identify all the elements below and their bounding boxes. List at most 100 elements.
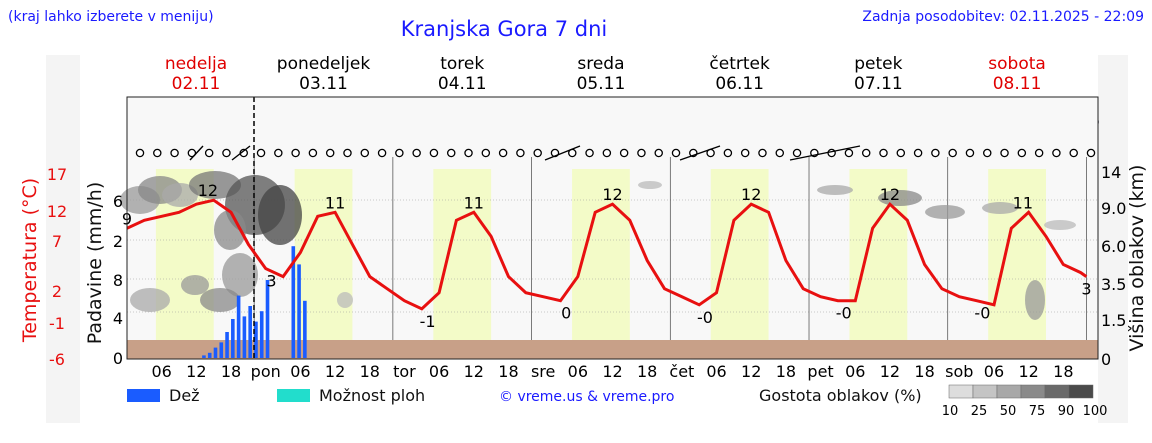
wind-calm-marker [602,148,612,158]
wind-calm-marker [412,148,421,158]
wind-calm-marker [775,148,785,158]
cloud-density-blob [214,210,246,250]
temperature-label: -0 [974,304,990,323]
x-tick: 06 [429,362,449,381]
precip-bar [297,264,301,358]
wind-calm-marker [377,148,387,158]
wind-calm-marker [758,148,767,158]
precip-bar [265,280,270,358]
wind-calm-marker [1017,148,1027,158]
x-tick: 18 [637,362,657,381]
wind-calm-marker [861,148,871,158]
cloud-density-scale: 10 25 50 75 90 100 [942,384,1107,419]
x-tick: 06 [568,362,588,381]
wind-calm-marker [464,148,473,158]
day-name: petek [854,54,902,74]
cloud-density-swatch [948,384,974,399]
day-name: četrtek [709,54,770,74]
chart-title: Kranjska Gora 7 dni [401,17,608,41]
day-name: nedelja [165,54,227,74]
day-date: 03.11 [299,74,348,94]
x-tick: 12 [464,362,484,381]
x-tick: 12 [325,362,345,381]
x-tick: 18 [1053,362,1073,381]
x-tick: pet [807,362,833,381]
precip-bar [202,355,206,358]
cloud-density-swatch [996,384,1022,399]
cloud-density-step: 10 [942,404,959,419]
region-note[interactable]: (kraj lahko izberete v meniju) [8,9,214,25]
cloud-density-step: 50 [1000,404,1017,419]
wind-calm-marker [585,148,594,158]
x-tick: 06 [845,362,865,381]
temperature-label: -0 [836,304,852,323]
cloud-density-blob [1044,220,1076,230]
temperature-label: 3 [266,272,276,291]
cloud-density-blob [337,292,353,308]
wind-calm-marker [135,148,145,158]
cloud-density-step: 25 [971,404,988,419]
day-date: 05.11 [577,74,626,94]
x-tick: pon [251,362,281,381]
x-tick: 12 [880,362,900,381]
x-tick: tor [393,362,416,381]
precipitation-bars [202,246,307,358]
wind-calm-marker [1069,148,1078,158]
wind-barb [679,145,721,161]
cloud-density-blob [258,185,302,245]
legend: Dež Možnost ploh © vreme.us & vreme.pro … [127,384,1107,419]
cloud-density-swatch [1020,384,1046,399]
precip-bar [303,300,307,358]
wind-calm-marker [619,148,629,158]
cloud-height-tick: 14 [1101,163,1121,182]
showers-swatch [277,389,310,402]
wind-calm-marker [844,148,854,158]
cloud-density-swatch [1068,384,1094,399]
precip-bar [242,316,247,358]
day-name: ponedeljek [277,54,371,74]
right-margin-band [1098,55,1128,423]
precip-bar [207,352,212,358]
cloud-density-blob [130,288,170,312]
cloud-height-tick: 9.0 [1101,199,1126,218]
day-name: sreda [577,54,624,74]
wind-calm-marker [274,148,283,158]
x-tick: sob [945,362,973,381]
cloud-density-blob [200,288,240,312]
precip-tick: 4 [113,309,123,328]
day-name: sobota [988,54,1046,74]
cloud-density-blob [982,202,1018,214]
wind-calm-marker [896,148,906,158]
cloud-density-blob [878,190,922,206]
wind-row [135,145,1096,161]
x-tick: 18 [776,362,796,381]
wind-calm-marker [222,148,231,158]
x-tick: 06 [984,362,1004,381]
wind-calm-marker [879,148,888,158]
wind-calm-marker [516,148,525,158]
wind-calm-marker [256,148,266,158]
cloud-height-tick: 3.5 [1101,275,1126,294]
temperature-tick: -6 [49,350,65,369]
cloud-height-tick: 0 [1101,350,1111,369]
credit-link[interactable]: © vreme.us & vreme.pro [499,389,674,405]
temperature-label: 12 [741,185,761,204]
day-date: 07.11 [854,74,903,94]
wind-calm-marker [498,148,508,158]
temperature-tick: 7 [52,232,62,251]
temperature-label: 12 [602,185,622,204]
temperature-label: -0 [697,308,713,327]
precip-tick: 0 [113,349,123,368]
temperature-tick: 2 [52,282,62,301]
wind-barb [231,145,251,161]
wind-calm-marker [204,148,214,158]
x-tick: 18 [360,362,380,381]
temperature-tick: 12 [47,202,67,221]
x-tick: 18 [221,362,241,381]
wind-barb [544,145,581,161]
cloud-density-blob [925,205,965,219]
wind-calm-marker [170,148,179,158]
precip-tick: 8 [113,271,123,290]
